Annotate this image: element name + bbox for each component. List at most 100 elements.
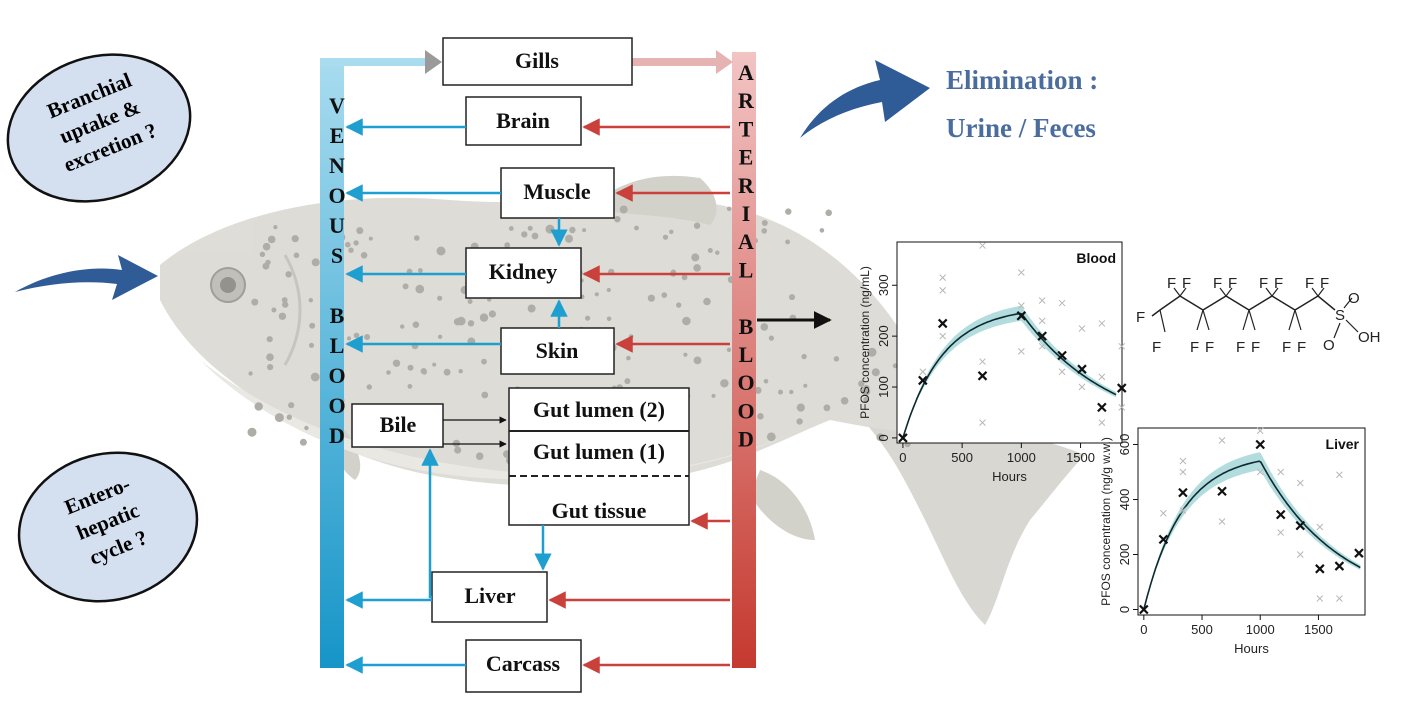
oxygen-label: O — [1323, 337, 1335, 354]
fluorine-label: F — [1152, 339, 1161, 356]
x-tick-label: 1500 — [1304, 622, 1333, 637]
fish-spot — [606, 287, 611, 293]
mean-point — [1077, 364, 1087, 374]
fish-spot — [634, 225, 639, 231]
fish-spot — [833, 356, 840, 362]
arterial-letter: O — [737, 370, 754, 395]
sulfur-label: S — [1335, 307, 1345, 324]
individual-point — [1078, 383, 1086, 391]
fish-spot — [267, 235, 276, 244]
fish-spot — [368, 236, 373, 241]
fish-spot — [662, 234, 669, 240]
fish-spot — [778, 389, 783, 395]
model-band — [902, 306, 1117, 438]
fish-spot — [415, 284, 425, 294]
individual-point — [1179, 457, 1187, 465]
individual-point — [1038, 342, 1046, 350]
fish-spot — [796, 418, 803, 425]
liver-to-bile-arrow — [421, 448, 439, 599]
individual-point — [1256, 468, 1264, 476]
arterial-letter: L — [739, 257, 754, 282]
fish-spot — [458, 369, 463, 374]
hydroxyl-label: OH — [1358, 329, 1381, 346]
y-tick-label: 200 — [876, 325, 891, 347]
fish-spot — [682, 316, 691, 326]
fish-spot — [693, 222, 701, 229]
y-tick-label: 0 — [1117, 606, 1132, 613]
fish-spot — [711, 393, 716, 398]
fish-spot — [452, 439, 461, 448]
x-tick-label: 0 — [899, 450, 906, 465]
individual-point — [1296, 551, 1304, 558]
fish-spot — [353, 240, 359, 246]
fish-spot — [761, 220, 768, 226]
fish-spot — [757, 413, 764, 420]
fish-spot — [353, 332, 360, 339]
fish-spot — [392, 359, 401, 367]
individual-point — [1218, 518, 1226, 525]
cf-bond — [1242, 309, 1250, 331]
fish-spot — [545, 224, 555, 234]
fish-spot — [823, 404, 831, 412]
fish-spot — [309, 322, 316, 329]
fluorine-label: F — [1274, 275, 1283, 292]
fish-spot — [760, 323, 769, 331]
fish-spot — [310, 372, 320, 382]
y-axis-label: PFOS concentration (ng/mL) — [858, 266, 872, 419]
uptake-arrow — [15, 255, 158, 300]
venous-letter: E — [330, 123, 345, 148]
cf-bond — [1311, 287, 1319, 297]
individual-point — [1277, 468, 1285, 476]
fish-spot — [481, 358, 487, 365]
fish-spot — [763, 379, 769, 384]
fish-spot — [785, 208, 792, 215]
fish-spot — [861, 387, 871, 396]
fish-spot — [291, 235, 299, 243]
fish-spot — [624, 378, 631, 385]
cf-bond — [1294, 309, 1302, 331]
bile-label: Bile — [380, 412, 417, 437]
pfos-backbone — [1151, 295, 1336, 317]
cf-bond — [1248, 309, 1256, 331]
fluorine-label: F — [1167, 275, 1176, 292]
cf-bond — [1219, 287, 1227, 297]
fluorine-label: F — [1213, 275, 1222, 292]
fish-spot — [454, 446, 462, 454]
fish-spot — [386, 370, 391, 375]
fish-spot — [488, 310, 496, 318]
so-double-bond — [1343, 297, 1353, 309]
mean-point — [918, 375, 928, 386]
fish-spot — [582, 228, 587, 233]
brain-label: Brain — [496, 108, 550, 133]
mean-point — [1158, 534, 1169, 545]
venous-to-gills-arrowhead — [425, 50, 442, 74]
enterohepatic-oval: Entero- hepatic cycle ? — [17, 451, 199, 603]
x-tick-label: 1000 — [1246, 622, 1275, 637]
individual-point — [1160, 509, 1167, 517]
individual-point — [1277, 529, 1285, 536]
carcass-label: Carcass — [486, 651, 561, 676]
fish-spot — [508, 226, 514, 231]
fish-spot — [251, 298, 259, 306]
fish-spot — [761, 228, 767, 234]
cf-bond — [1179, 287, 1187, 297]
fish-spot — [754, 386, 762, 394]
carcass-box — [465, 639, 582, 693]
so-bond — [1345, 319, 1359, 333]
venous-letter: S — [331, 243, 343, 268]
fish-gill-cover — [283, 254, 302, 366]
venous-letter: O — [328, 393, 345, 418]
mean-point — [1016, 311, 1027, 321]
fish-spot — [288, 402, 295, 409]
model-curve — [1143, 460, 1361, 610]
fish-pupil — [220, 277, 236, 293]
cf-bond — [1225, 287, 1233, 297]
fish-spot — [863, 396, 870, 403]
venous-letter: D — [329, 423, 345, 448]
fish-spot — [647, 294, 656, 302]
fish-spot — [266, 353, 274, 362]
cf-bond — [1173, 287, 1181, 297]
fish-spot — [707, 248, 713, 253]
individual-point — [1098, 320, 1106, 327]
